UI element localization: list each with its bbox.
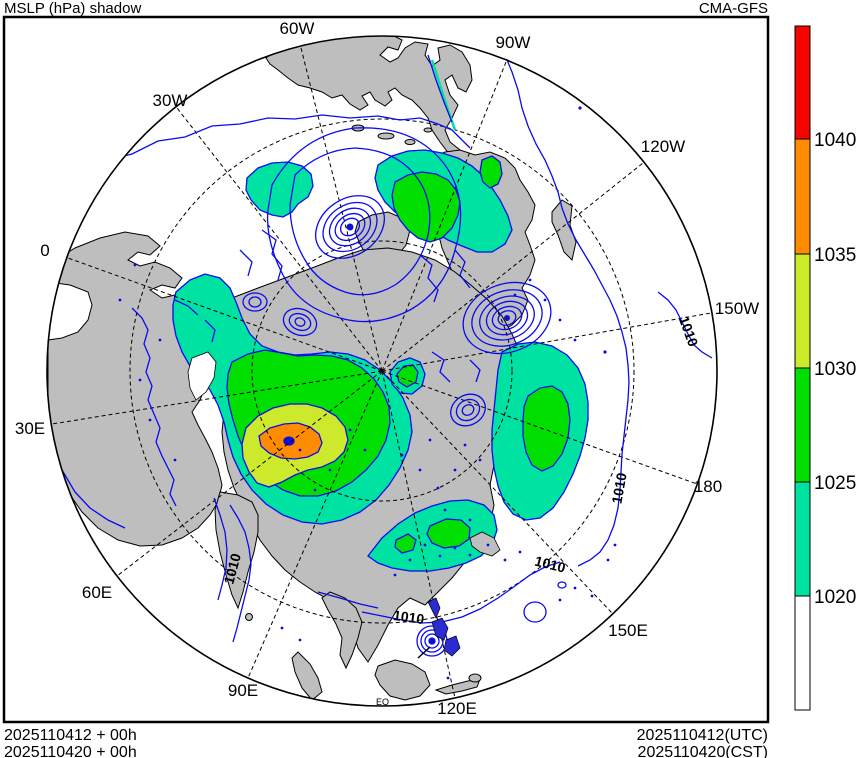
fill-1025-arctic [391, 171, 461, 243]
isobar-squiggle [469, 359, 481, 383]
longitude-label: 120E [437, 699, 477, 718]
graticule-parallel-60n [251, 240, 513, 502]
landmass-india [214, 491, 259, 610]
isobar-1010-hook [657, 291, 713, 359]
equator-label: EQ [376, 697, 389, 707]
longitude-label: 90W [496, 33, 531, 52]
isobar-1010-eastpacific [504, 54, 630, 567]
low-ring [242, 292, 268, 312]
contour-label-1010: 1010 [220, 551, 244, 585]
longitude-label: 30E [15, 419, 45, 438]
pressure-fills [172, 149, 589, 572]
chart-title: MSLP (hPa) shadow [4, 0, 141, 17]
footer-run-1: 2025110412 + 00h [4, 727, 137, 744]
contour-label-1010: 1010 [608, 471, 629, 505]
longitude-label: 60W [280, 19, 315, 38]
footer-valid-2: 2025110420(CST) [638, 744, 768, 758]
contour-label-1010: 1010 [533, 553, 567, 576]
landmass-kamchatka [551, 199, 577, 261]
longitude-label: 180 [694, 477, 722, 496]
landmass-japan [469, 531, 501, 557]
isobar-squiggle [204, 319, 216, 343]
graticule-parallel-30n [129, 118, 635, 624]
isobar-ringlet [523, 601, 547, 623]
colorbar-tick-label: 1020 [814, 587, 856, 608]
longitude-label: 60E [82, 583, 112, 602]
atlantic-notch [47, 281, 93, 341]
island-sulawesi [468, 673, 482, 683]
colorbar-tick-labels: 1040 1035 1030 1025 1020 [814, 130, 856, 608]
footer-valid-1: 2025110412(UTC) [637, 727, 768, 744]
colorbar-segment [794, 481, 811, 597]
longitude-label: 30W [153, 91, 188, 110]
fill-1025-japan-small [394, 533, 417, 554]
low-ring [248, 296, 262, 308]
isobar-1010-india [229, 504, 252, 643]
low-rings-alaska [462, 281, 552, 355]
fill-1025-arctic-small [479, 155, 503, 189]
colorbar-tick-label: 1035 [814, 245, 856, 266]
isobar-india-west [213, 497, 228, 601]
longitude-label: 0 [40, 241, 49, 260]
baltic-sea [187, 351, 217, 401]
island [423, 127, 433, 133]
landmass-borneo [374, 659, 431, 701]
longitude-label: 150W [715, 299, 759, 318]
colorbar: 1040 1035 1030 1025 1020 [794, 25, 856, 711]
longitude-label: 150E [608, 621, 648, 640]
isobar-squiggle [174, 299, 199, 316]
colorbar-segment [794, 595, 811, 711]
longitude-label: 90E [228, 681, 258, 700]
low-rings-arctic [315, 195, 385, 259]
fill-1020-arctic-west [245, 161, 314, 218]
isobar-contours [47, 54, 713, 657]
landmass-northamerica-greenland [265, 36, 473, 164]
fill-1025-japan [426, 518, 471, 549]
colorbar-segment [794, 25, 811, 140]
colorbar-tick-label: 1025 [814, 473, 856, 494]
isobar-squiggle [239, 249, 253, 277]
low-center-dots [346, 223, 510, 321]
colorbar-tick-label: 1030 [814, 359, 856, 380]
isobar-greenland [427, 54, 453, 123]
contour-speckles [118, 106, 617, 680]
low-rings-mongolia [450, 393, 486, 427]
isobar-squiggle [431, 351, 451, 383]
island-srilanka [245, 613, 253, 621]
colorbar-segment [794, 138, 811, 255]
high-center-mark [283, 436, 295, 446]
low-rings-small [282, 307, 318, 337]
graticule [51, 47, 712, 699]
island-chain-java [434, 678, 481, 695]
map-boundary-circle [46, 35, 718, 707]
trough-line [417, 646, 431, 659]
footer-run-2: 2025110420 + 00h [4, 744, 137, 758]
contour-label-1010: 1010 [392, 607, 425, 627]
isobar-coastal [317, 591, 379, 609]
longitude-labels: 0 30W 60W 90W 120W 150W 180 150E 120E 90… [15, 19, 759, 718]
island [377, 132, 395, 140]
isobar-1010-subtropic [361, 561, 561, 624]
isobar-africa [131, 307, 177, 507]
isobar-africa-coast [61, 469, 126, 529]
isobar-squiggle [454, 249, 471, 289]
map-disk: 1010 1010 1010 1010 1010 EQ [47, 36, 717, 707]
colorbar-segment [794, 253, 811, 369]
landmass-indochina [321, 591, 363, 670]
isobar-loop [289, 147, 431, 296]
model-badge: CMA-GFS [699, 0, 768, 17]
colorbar-segment [794, 367, 811, 483]
fill-1025-pacific [522, 385, 571, 472]
island [404, 139, 416, 145]
philippines-islands [427, 597, 461, 657]
isobar-ringlet [557, 581, 567, 589]
isobar-loop [266, 127, 462, 323]
isobar-squiggle [419, 254, 439, 303]
fill-1025-nechina [396, 364, 419, 388]
colorbar-tick-label: 1040 [814, 130, 856, 151]
isobar-squiggle [261, 229, 283, 281]
longitude-label: 120W [641, 137, 685, 156]
